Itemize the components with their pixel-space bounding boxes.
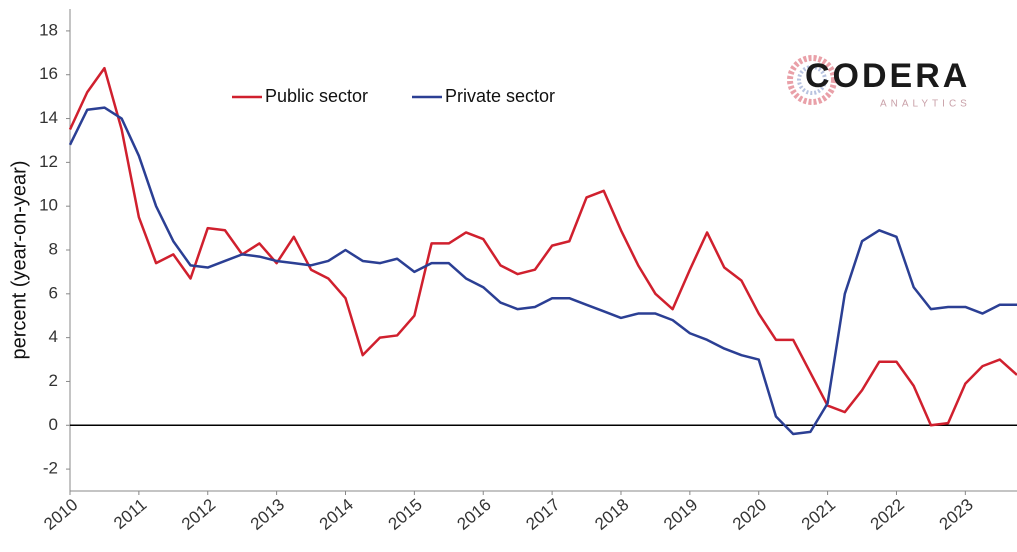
logo-tagline: ANALYTICS: [880, 99, 971, 110]
logo-name: CODERA: [805, 57, 970, 95]
x-tick-label: 2015: [385, 495, 426, 534]
y-tick-label: 2: [49, 371, 58, 390]
x-tick-label: 2018: [591, 495, 632, 534]
y-axis-label: percent (year-on-year): [8, 161, 30, 360]
x-tick-label: 2017: [522, 495, 563, 534]
x-tick-label: 2013: [247, 495, 288, 534]
y-tick-label: 0: [49, 415, 58, 434]
x-tick-label: 2012: [178, 495, 219, 534]
x-tick-label: 2019: [660, 495, 701, 534]
legend-label: Public sector: [265, 86, 368, 106]
x-tick-label: 2011: [110, 495, 150, 533]
y-tick-label: 4: [49, 327, 58, 346]
y-tick-label: 8: [49, 239, 58, 258]
logo: CODERA ANALYTICS: [787, 55, 971, 110]
x-tick-label: 2010: [40, 495, 81, 534]
y-tick-label: -2: [43, 459, 58, 478]
x-tick-label: 2023: [936, 495, 977, 534]
x-tick-label: 2021: [798, 495, 839, 534]
x-tick-label: 2014: [316, 495, 357, 534]
x-tick-label: 2022: [867, 495, 908, 534]
y-tick-label: 14: [39, 108, 58, 127]
y-tick-label: 6: [49, 283, 58, 302]
x-tick-label: 2020: [729, 495, 770, 534]
y-tick-label: 18: [39, 20, 58, 39]
logo-mark: [787, 55, 837, 105]
y-tick-label: 16: [39, 64, 58, 83]
y-tick-label: 10: [39, 196, 58, 215]
series-line: [68, 66, 1017, 427]
y-tick-label: 12: [39, 152, 58, 171]
x-tick-label: 2016: [453, 495, 494, 534]
logo-mark: [797, 65, 827, 95]
legend-label: Private sector: [445, 86, 555, 106]
series-line: [68, 106, 1017, 436]
